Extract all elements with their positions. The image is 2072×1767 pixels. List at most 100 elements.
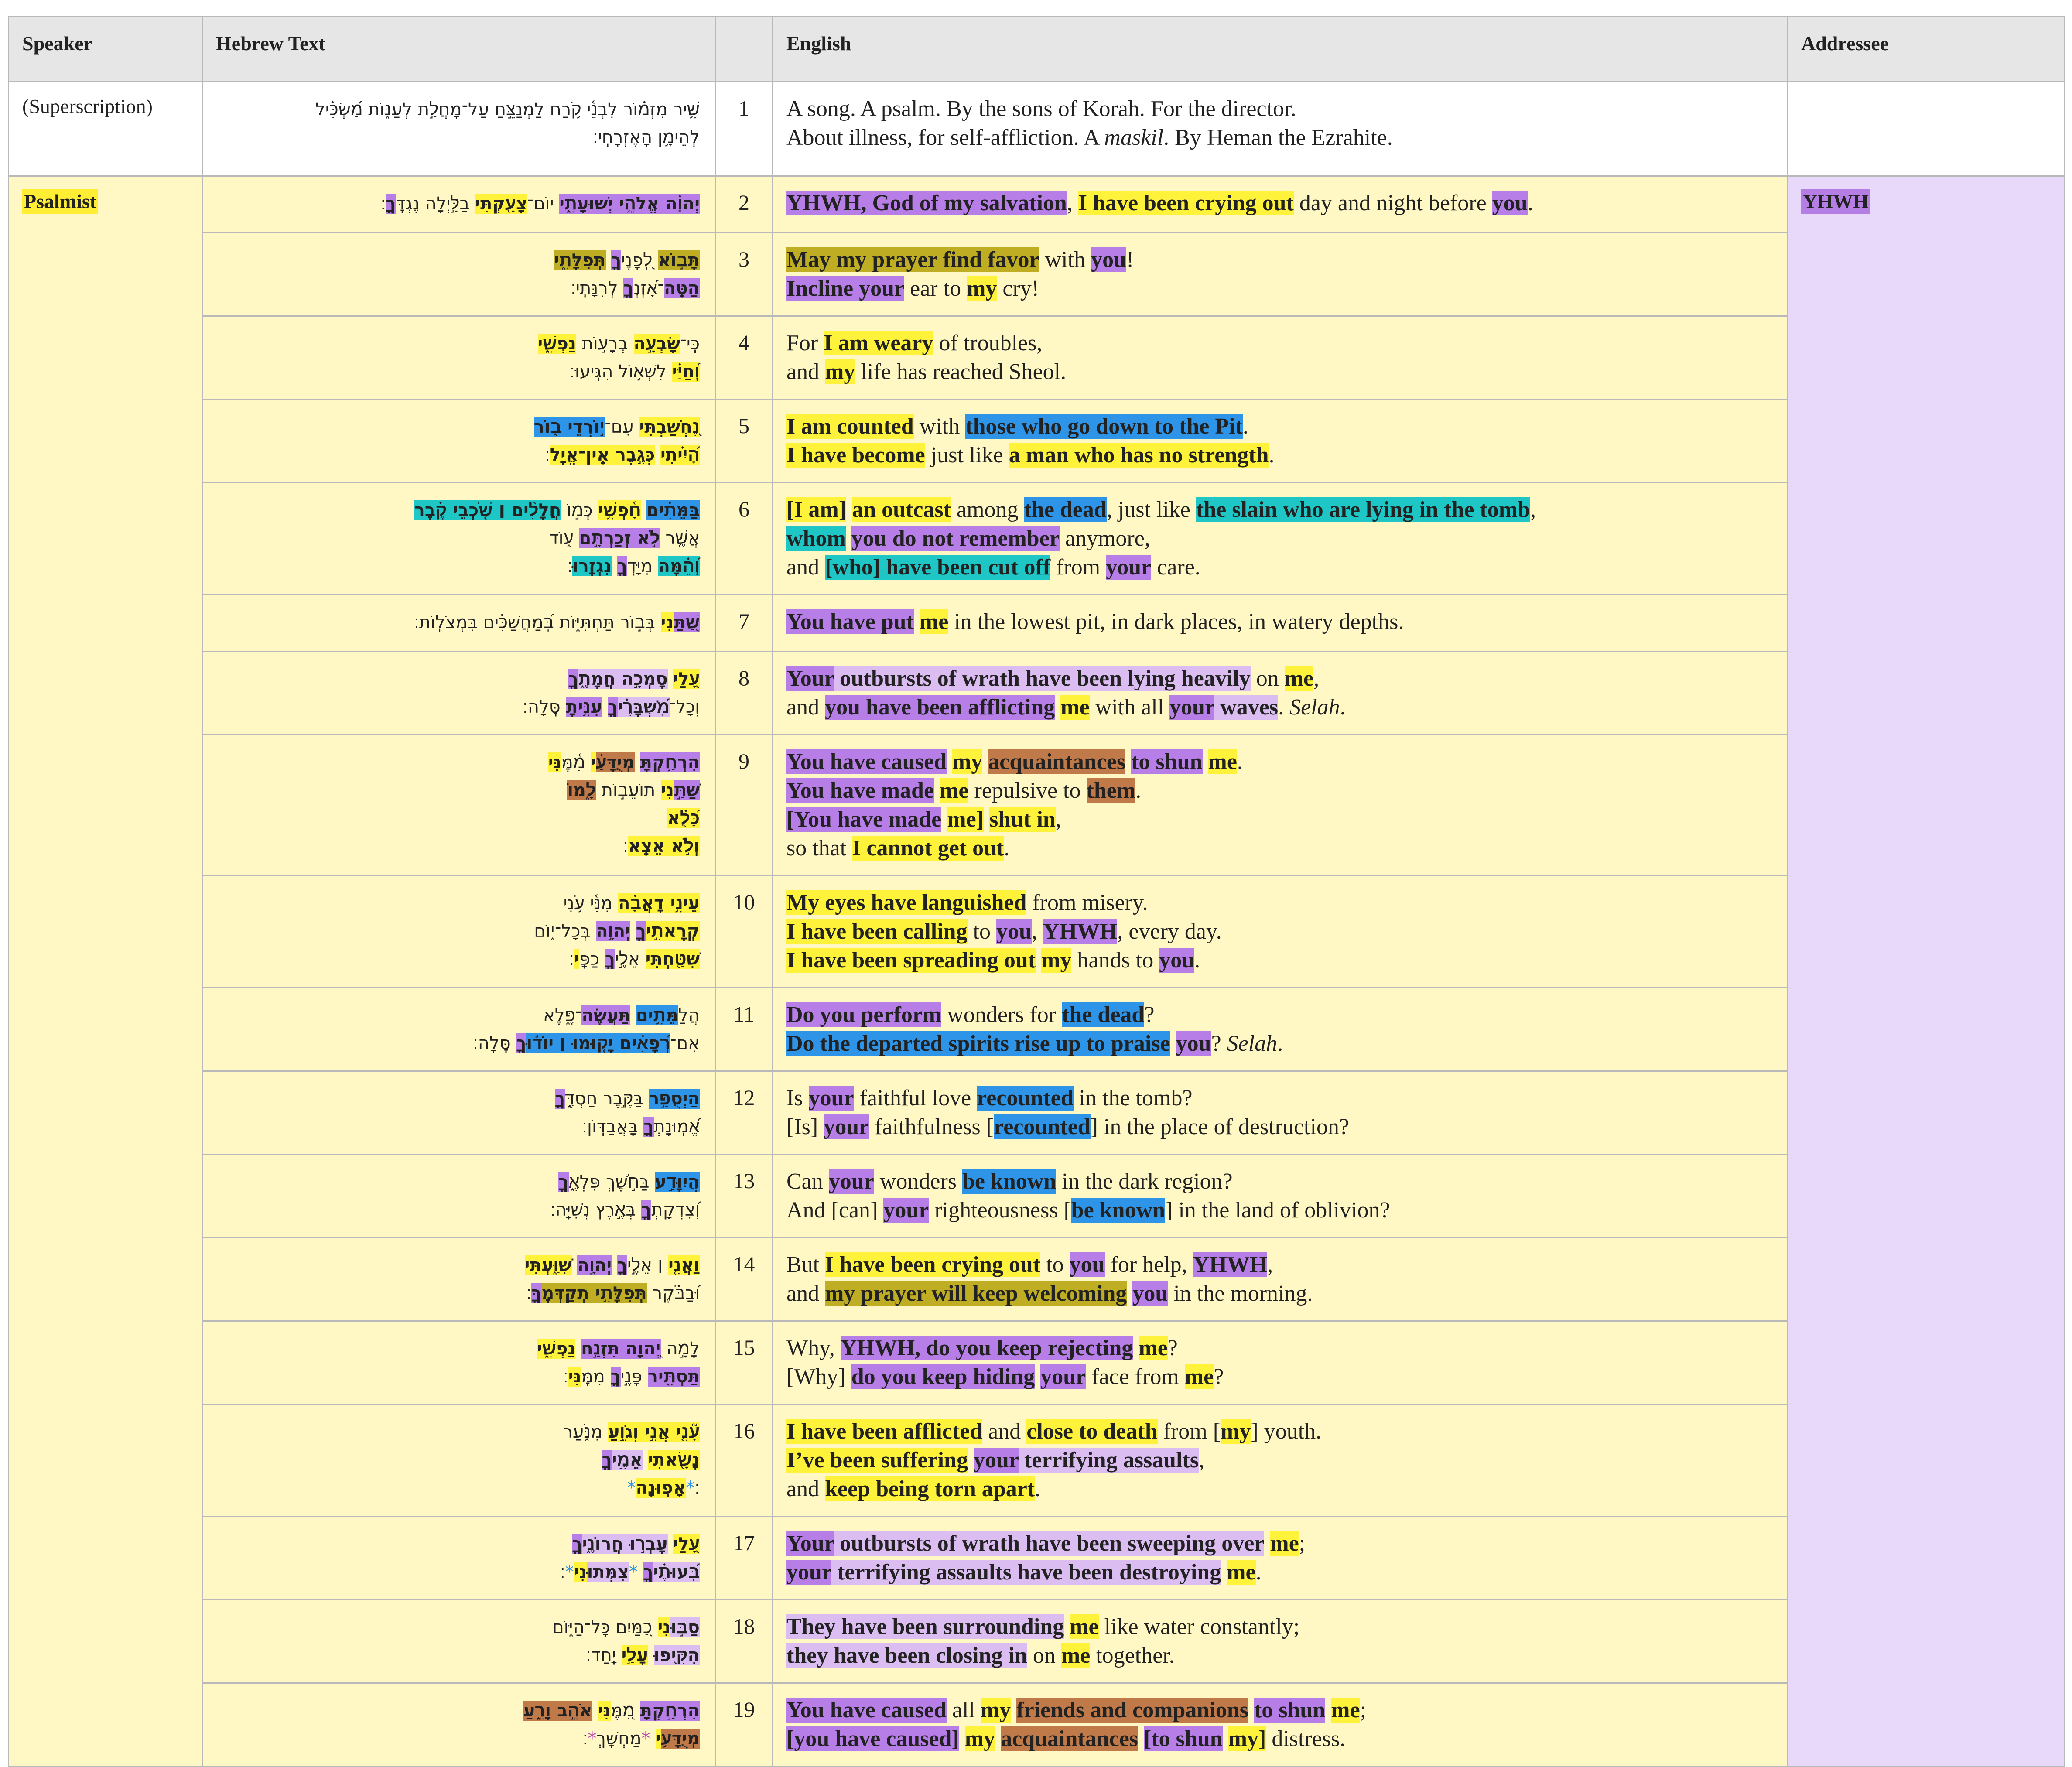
text-segment: וְכָל־	[669, 697, 700, 717]
text-segment	[1125, 749, 1131, 774]
text-segment: מַחְשָֽׁךְ	[596, 1729, 642, 1749]
text-segment: and	[982, 1419, 1027, 1444]
hebrew-line: לָמָ֣ה יְ֭הוָה תִּזְנַ֣ח נַפְשִׁ֑י	[218, 1335, 700, 1363]
slain-highlight: whom	[786, 526, 846, 551]
addressee-highlight: ךָ	[641, 1200, 652, 1220]
text-segment: and	[786, 1476, 825, 1501]
text-segment	[575, 1339, 581, 1359]
english-line: About illness, for self-affliction. A ma…	[786, 123, 1774, 152]
text-segment: .	[1278, 695, 1290, 720]
hebrew-line: הִקִּ֖יפוּ עָלַ֣י יָֽחַד׃	[218, 1641, 700, 1669]
text-segment	[914, 609, 920, 634]
english-text: You have caused my acquaintances to shun…	[773, 735, 1787, 875]
text-segment: יָֽחַד׃	[586, 1645, 622, 1665]
text-segment: לְ֭פָנֶי	[621, 250, 658, 270]
text-segment	[941, 807, 947, 832]
verse-row: Psalmist יְהוָ֗ה אֱלֹהֵ֥י יְשׁוּעָתִ֑י יו…	[8, 175, 2065, 1767]
hebrew-cell: לָמָ֣ה יְ֭הוָה תִּזְנַ֣ח נַפְשִׁ֑י תַּסְת…	[202, 1320, 716, 1405]
hebrew-line: תַּסְתִּ֖יר פָּנֶ֣יךָ מִמֶּֽנִּי׃	[218, 1363, 700, 1391]
speaker-highlight: me	[1284, 666, 1314, 691]
text-segment: all	[946, 1698, 981, 1723]
text-segment: in the dark region?	[1056, 1169, 1233, 1194]
superscription-speaker: (Superscription)	[22, 95, 153, 117]
english-cell: I have been afflicted and close to death…	[772, 1404, 1788, 1517]
slain-highlight: וְ֝הֵ֗מָּה	[658, 556, 700, 576]
text-segment: הֲלַ	[678, 1005, 700, 1025]
hebrew-text: שַׁ֭תַּנִי בְּב֣וֹר תַּחְתִּיּ֑וֹת בְּ֝מ…	[203, 595, 715, 649]
text-segment: בַלַּ֣יְלָה נֶגְדֶּֽ	[396, 194, 475, 214]
english-line: You have made me repulsive to them.	[786, 776, 1774, 805]
addressee-highlight: ךָ	[610, 1367, 621, 1387]
text-segment: ?	[1214, 1364, 1224, 1389]
verse-row: עֵינִ֥י דָאֲבָ֗ה מִנִּ֫י עֹ֥נִי קְרָאתִ֣י…	[9, 875, 2065, 988]
english-text: Can your wonders be known in the dark re…	[773, 1155, 1787, 1237]
hebrew-line: וְ֝צִדְקָתְךָ בְּאֶ֣רֶץ נְשִׁיָּֽה׃	[218, 1196, 700, 1224]
speaker-highlight: נִי	[574, 1562, 587, 1582]
english-text: You have put me in the lowest pit, in da…	[773, 595, 1787, 649]
addressee-highlight: your	[1169, 695, 1215, 720]
speaker-highlight: אָפֽוּנָה	[636, 1478, 686, 1498]
text-segment	[1221, 1560, 1227, 1585]
text-segment: ׃	[567, 556, 573, 576]
verse-row: תָּב֣וֹא לְ֭פָנֶיךָ תְּפִלָּתִ֑י הַטֵּֽה־…	[9, 232, 2065, 317]
text-segment	[934, 778, 940, 803]
text-segment: just like	[925, 443, 1009, 468]
text-segment: מִ֫מֶּ	[561, 752, 591, 772]
addressee-highlight: שַׁתַּ֣	[674, 780, 700, 800]
text-segment: בְּב֣וֹר תַּחְתִּיּ֑וֹת בְּ֝מַחֲשַׁכִּ֗י…	[414, 612, 661, 632]
text-segment	[1035, 1364, 1040, 1389]
english-cell: For I am weary of troubles, and my life h…	[772, 315, 1788, 400]
text-segment	[572, 1255, 578, 1275]
text-segment	[995, 1726, 1001, 1751]
text-segment: תוֹעֵב֣וֹת	[595, 780, 661, 800]
text-segment: ?	[1167, 1336, 1178, 1360]
text-segment: ] in the place of destruction?	[1090, 1114, 1350, 1139]
english-line: You have caused all my friends and compa…	[786, 1696, 1774, 1725]
verse-number: 2	[739, 190, 749, 215]
header-verse	[715, 16, 773, 82]
speaker-highlight: נִּי	[568, 1367, 581, 1387]
text-segment: on	[1250, 666, 1285, 691]
addressee-highlight: ךָ	[568, 669, 578, 689]
text-segment	[606, 250, 612, 270]
addressee-action-highlight: they have been closing in	[786, 1643, 1027, 1668]
addressee-highlight: הִרְחַ֣קְתָּ	[640, 1701, 700, 1721]
verse-row: הֲיִוָּדַ֣ע בַּחֹ֣שֶׁךְ פִּלְאֶ֑ךָ וְ֝צִד…	[9, 1154, 2065, 1238]
text-segment	[668, 669, 674, 689]
hebrew-line: עָ֭לַי עָבְר֣וּ חֲרוֹנֶ֑יךָ	[218, 1530, 700, 1558]
english-text: They have been surrounding me like water…	[773, 1600, 1787, 1682]
addressee-highlight: ךָ	[605, 949, 615, 969]
verse-number: 19	[733, 1697, 755, 1722]
text-segment: and	[786, 555, 825, 580]
speaker-highlight: me	[1227, 1560, 1256, 1585]
addressee-action-highlight: outbursts of wrath have been sweeping ov…	[834, 1531, 1265, 1556]
text-segment: ;	[1360, 1698, 1367, 1723]
text-segment	[635, 752, 640, 772]
note-marker: *	[629, 1562, 638, 1582]
hebrew-text: תָּב֣וֹא לְ֭פָנֶיךָ תְּפִלָּתִ֑י הַטֵּֽה־…	[203, 233, 715, 315]
hebrew-line: וּ֝בַבֹּ֗קֶר תְּֽפִלָּתִ֥י תְקַדְּמֶֽךָּ…	[218, 1279, 700, 1307]
verse-row: הִרְחַ֣קְתָּ מִ֭מֶּנִּי אֹהֵ֣ב וָרֵ֑עַ מְ…	[9, 1682, 2065, 1767]
addressee-highlight: [you have caused]	[786, 1726, 959, 1751]
text-segment: .	[1277, 1031, 1283, 1056]
english-cell: Is your faithful love recounted in the t…	[772, 1070, 1788, 1155]
verse-number-cell: 18	[715, 1599, 773, 1684]
addressee-highlight: תַּסְתִּ֖יר	[647, 1367, 700, 1387]
english-line: so that I cannot get out.	[786, 834, 1774, 863]
addressee-action-highlight: סָמְכָ֣ה חֲמָתֶ֑	[578, 669, 668, 689]
text-segment: כַ֭מַּיִם כָּל־הַיּ֑וֹם	[552, 1617, 658, 1637]
hebrew-line: נָשָׂ֖אתִי אֵמֶ֣יךָ	[218, 1446, 700, 1474]
addressee-highlight: You have caused	[786, 749, 947, 774]
text-segment: repulsive to	[968, 778, 1087, 803]
text-segment: from	[1050, 555, 1106, 580]
hebrew-line: עֵינִ֥י דָאֲבָ֗ה מִנִּ֫י עֹ֥נִי	[218, 889, 700, 917]
hebrew-cell: עֵינִ֥י דָאֲבָ֗ה מִנִּ֫י עֹ֥נִי קְרָאתִ֣י…	[202, 875, 716, 988]
english-line: Can your wonders be known in the dark re…	[786, 1167, 1774, 1196]
verse-number-cell: 11	[715, 987, 773, 1072]
text-segment: אֱ֝מֽוּנָתְ	[653, 1117, 700, 1137]
text-segment: from misery.	[1026, 890, 1148, 915]
english-text: Your outbursts of wrath have been sweepi…	[773, 1517, 1787, 1599]
speaker-highlight: I am weary	[824, 331, 933, 355]
addressee-highlight: YHWH	[1043, 919, 1118, 944]
text-segment: עִם־	[605, 417, 639, 437]
